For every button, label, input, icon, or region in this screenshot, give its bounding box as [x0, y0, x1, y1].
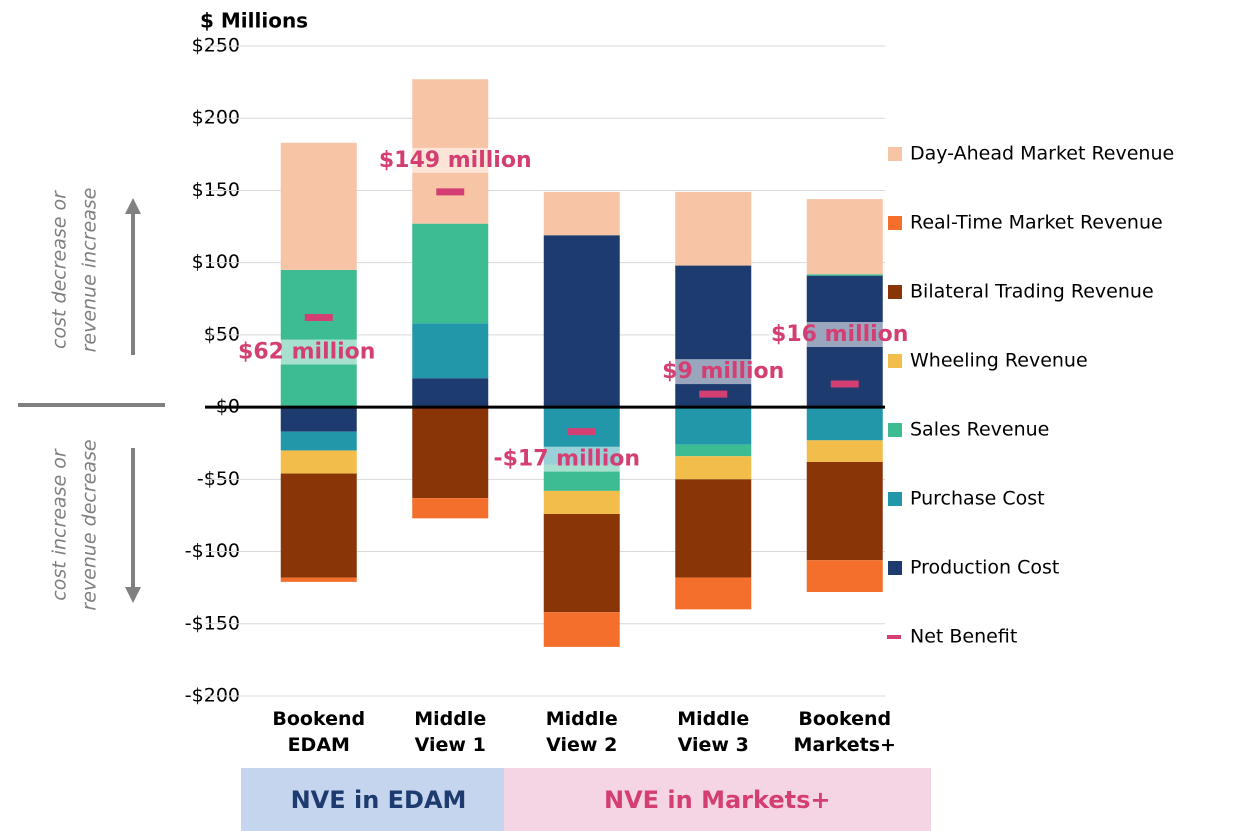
net-benefit-label-text: $9 million	[662, 359, 784, 384]
label-background	[376, 147, 534, 173]
net-benefit-label: $16 million	[769, 322, 911, 347]
group-label: NVE in EDAM	[241, 768, 516, 831]
bar-segment	[280, 577, 357, 582]
label-background	[491, 446, 643, 472]
legend-label: Net Benefit	[910, 626, 1017, 648]
legend-label: Wheeling Revenue	[910, 350, 1088, 372]
legend-label: Sales Revenue	[910, 419, 1049, 441]
legend-swatch	[888, 423, 902, 437]
bar-segment	[543, 191, 620, 236]
net-benefit-label: -$17 million	[491, 446, 643, 472]
annotation: revenue increase	[79, 188, 101, 353]
bar-segment	[806, 462, 883, 561]
bar-segment	[543, 490, 620, 514]
net-benefit-label-text: $149 million	[379, 148, 532, 173]
bar-segment	[675, 444, 752, 457]
bar-segment	[280, 431, 357, 451]
y-axis-title: $ Millions	[200, 9, 308, 33]
annotation: cost increase or	[49, 448, 71, 601]
x-tick-label: Bookend EDAM	[272, 708, 366, 756]
net-benefit-label: $9 million	[660, 359, 787, 385]
bar-segment	[280, 450, 357, 474]
bar-segment	[412, 323, 489, 379]
bar-segment	[280, 269, 357, 408]
bar-segment	[412, 223, 489, 324]
net-benefit-label-text: $16 million	[771, 322, 908, 347]
x-tick-label: Middle View 2	[545, 708, 618, 756]
bar-segment	[675, 407, 752, 445]
bar-segment	[675, 577, 752, 610]
x-tick-label: Bookend Markets+	[793, 708, 896, 756]
net-benefit-label: $149 million	[376, 147, 534, 173]
legend-swatch	[888, 216, 902, 230]
legend-swatch	[888, 285, 902, 299]
bar-segment	[675, 191, 752, 266]
legend-swatch	[888, 147, 902, 161]
bar-segment	[412, 407, 489, 499]
bar-segment	[280, 142, 357, 270]
bar-segment	[675, 456, 752, 480]
bar-segment	[412, 498, 489, 519]
bar-segment	[280, 407, 357, 432]
net-benefit-label: $62 million	[236, 339, 378, 365]
bar-segment	[280, 473, 357, 578]
annotation: revenue decrease	[79, 439, 101, 610]
label-background	[660, 359, 787, 385]
bar-segment	[806, 407, 883, 441]
legend-label: Real-Time Market Revenue	[910, 212, 1163, 234]
bar-segment	[412, 378, 489, 408]
annotation: cost decrease or	[49, 190, 71, 349]
bar-segment	[543, 235, 620, 408]
net-benefit-label-text: $62 million	[238, 340, 375, 365]
legend-swatch	[888, 492, 902, 506]
legend-label: Day-Ahead Market Revenue	[910, 143, 1174, 165]
bar-segment	[543, 612, 620, 647]
bar-segment	[806, 199, 883, 275]
bar-segment	[806, 440, 883, 462]
bar-segment	[806, 560, 883, 592]
arrow-head	[125, 198, 141, 214]
legend-label: Purchase Cost	[910, 488, 1045, 510]
legend-swatch	[888, 354, 902, 368]
bar-segment	[806, 274, 883, 276]
label-background	[236, 339, 378, 365]
legend-label: Bilateral Trading Revenue	[910, 281, 1154, 303]
bar-segment	[543, 514, 620, 613]
group-label: NVE in Markets+	[504, 768, 931, 831]
x-tick-label: Middle View 1	[414, 708, 487, 756]
arrow-head	[125, 587, 141, 603]
bar-segment	[675, 479, 752, 578]
legend-label: Production Cost	[910, 557, 1059, 579]
x-tick-label: Middle View 3	[677, 708, 750, 756]
net-benefit-label-text: -$17 million	[493, 447, 640, 472]
label-background	[769, 322, 911, 347]
bar-segment	[675, 265, 752, 408]
legend-swatch	[888, 561, 902, 575]
